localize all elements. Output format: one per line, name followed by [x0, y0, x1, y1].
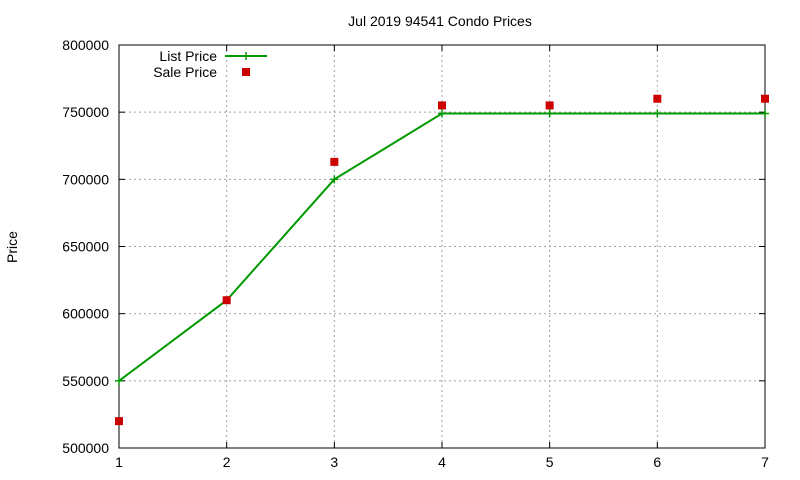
data-point	[330, 157, 339, 166]
data-point	[545, 101, 554, 110]
legend-marker	[242, 68, 250, 76]
data-point	[761, 94, 769, 103]
data-point	[222, 296, 231, 305]
y-tick-label: 700000	[62, 171, 109, 187]
data-point	[653, 109, 662, 118]
chart-title: Jul 2019 94541 Condo Prices	[348, 13, 532, 29]
data-point	[653, 94, 662, 103]
legend-label: List Price	[159, 48, 217, 64]
y-tick-label: 750000	[62, 104, 109, 120]
data-point	[438, 101, 446, 110]
data-series	[115, 94, 769, 426]
y-tick-label: 600000	[62, 306, 109, 322]
y-tick-label: 800000	[62, 37, 109, 53]
x-tick-label: 1	[115, 454, 123, 470]
legend-marker	[242, 52, 250, 60]
x-tick-label: 7	[761, 454, 769, 470]
legend-item: Sale Price	[153, 64, 250, 80]
legend-label: Sale Price	[153, 64, 217, 80]
y-tick-label: 650000	[62, 239, 109, 255]
x-tick-label: 5	[546, 454, 554, 470]
data-point	[115, 376, 123, 385]
y-tick-label: 550000	[62, 373, 109, 389]
x-tick-label: 2	[223, 454, 231, 470]
x-tick-label: 6	[653, 454, 661, 470]
x-tick-label: 4	[438, 454, 446, 470]
legend-item: List Price	[159, 48, 267, 64]
grid-lines	[119, 45, 765, 448]
x-tick-label: 3	[330, 454, 338, 470]
data-point	[761, 109, 769, 118]
data-point	[330, 175, 339, 184]
series-sale-price	[115, 94, 769, 426]
data-point	[438, 109, 446, 118]
axes: 500000 550000 600000 650000 700000 750000 8000…	[62, 37, 769, 470]
data-point	[545, 109, 554, 118]
y-axis-label: Price	[4, 231, 20, 263]
plot-border	[118, 44, 766, 449]
y-tick-label: 500000	[62, 440, 109, 456]
data-point	[115, 417, 123, 426]
